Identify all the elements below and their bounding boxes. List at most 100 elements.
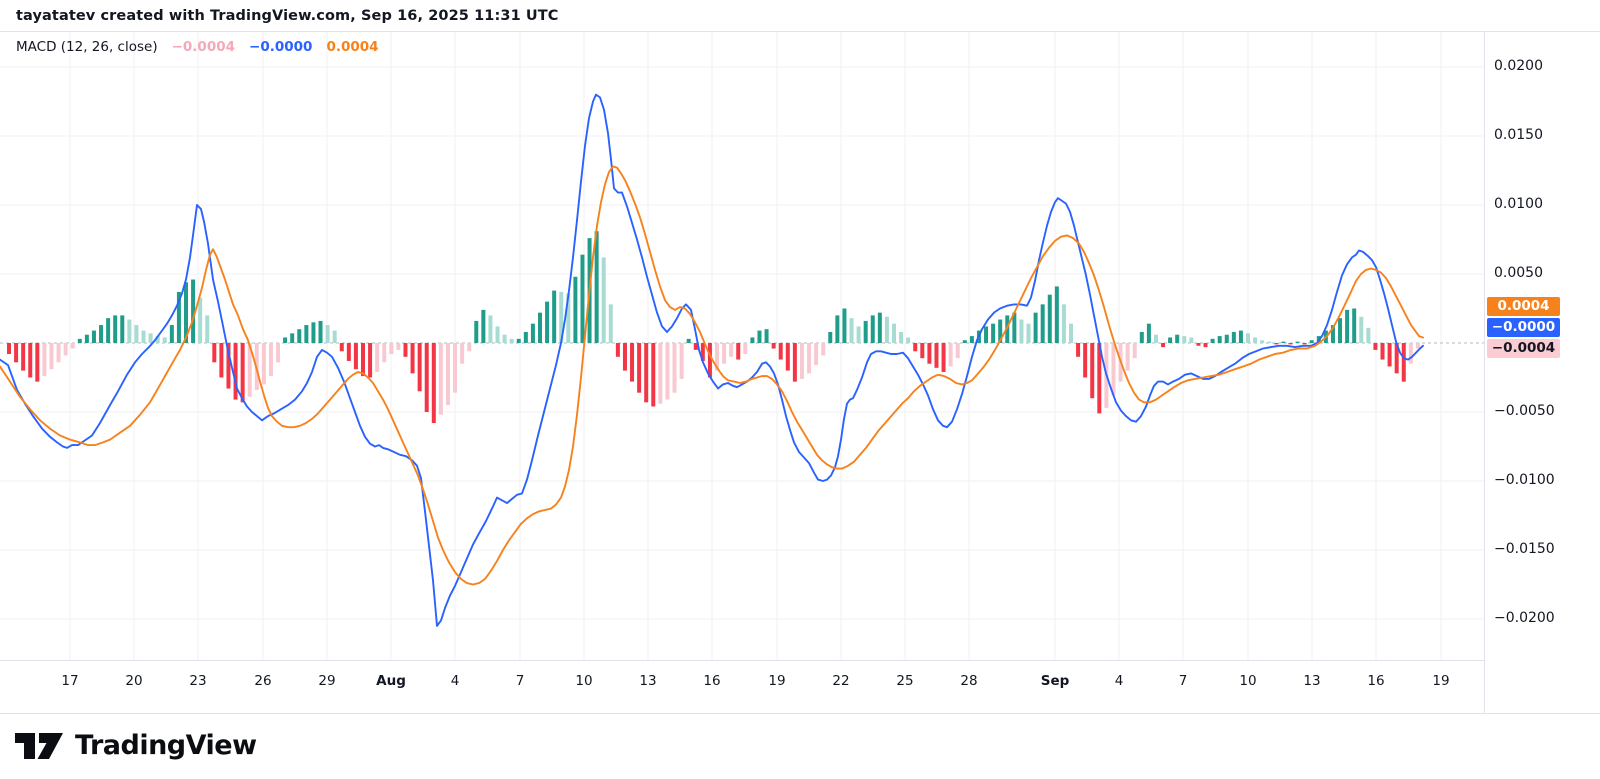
histogram-bar xyxy=(14,343,19,363)
histogram-bar xyxy=(460,343,465,364)
histogram-bar xyxy=(743,343,748,355)
histogram-bar xyxy=(318,320,323,343)
signal-value-badge: 0.0004 xyxy=(1487,296,1560,316)
macd-value-badge: −0.0000 xyxy=(1487,317,1560,337)
histogram-bar xyxy=(1345,309,1350,343)
histogram-bar xyxy=(1387,343,1392,367)
histogram-bar xyxy=(792,343,797,382)
time-axis-label: 7 xyxy=(515,673,525,689)
histogram-bar xyxy=(127,319,132,343)
histogram-bar xyxy=(368,343,373,378)
histogram-bar xyxy=(445,343,450,406)
histogram-bar xyxy=(1168,337,1173,343)
histogram-bar xyxy=(91,330,96,343)
histogram-bar xyxy=(283,337,288,343)
histogram-bar xyxy=(1408,343,1413,364)
histogram-bar xyxy=(169,325,174,343)
histogram-bar xyxy=(1366,327,1371,343)
histogram-bar xyxy=(580,254,585,343)
histogram-bar xyxy=(1097,343,1102,414)
histogram-bar xyxy=(807,343,812,374)
histogram-bar xyxy=(474,320,479,343)
indicator-legend[interactable]: MACD (12, 26, close) −0.0004 −0.0000 0.0… xyxy=(16,39,379,55)
time-axis-label: 29 xyxy=(318,673,336,689)
histogram-bar xyxy=(332,330,337,343)
histogram-bar xyxy=(1090,343,1095,399)
histogram-bar xyxy=(1253,337,1258,343)
histogram-bar xyxy=(467,343,472,352)
histogram-bar xyxy=(106,318,111,343)
time-axis-label: 13 xyxy=(1303,673,1321,689)
time-axis-label: 16 xyxy=(703,673,721,689)
histogram-bar xyxy=(934,343,939,368)
histogram-bar xyxy=(410,343,415,374)
histogram-bar xyxy=(799,343,804,379)
macd-chart[interactable] xyxy=(0,32,1484,660)
histogram-bar xyxy=(821,343,826,356)
time-axis-label: 7 xyxy=(1178,673,1188,689)
time-axis-label: 22 xyxy=(832,673,850,689)
price-axis[interactable]: 0.0200 0.0150 0.0100 0.0050 −0.0050 −0.0100 −0… xyxy=(1484,32,1600,660)
price-axis-label: 0.0100 xyxy=(1494,196,1543,212)
histogram-bar xyxy=(969,336,974,343)
histogram-bar xyxy=(849,318,854,343)
histogram-bar xyxy=(176,291,181,343)
histogram-bar xyxy=(608,304,613,343)
histogram-bar xyxy=(28,343,33,378)
histogram-value: −0.0004 xyxy=(171,39,236,55)
histogram-bar xyxy=(1026,323,1031,343)
histogram-bar xyxy=(637,343,642,393)
histogram-bar xyxy=(552,290,557,343)
histogram-bar xyxy=(346,343,351,361)
histogram-bar xyxy=(870,315,875,343)
histogram-bar xyxy=(1210,338,1215,343)
tradingview-logo-text: TradingView xyxy=(75,729,257,761)
histogram-bar xyxy=(693,343,698,350)
histogram-bar xyxy=(1047,294,1052,343)
attribution-header: tayatatev created with TradingView.com, … xyxy=(16,8,559,24)
histogram-bar xyxy=(962,340,967,343)
histogram-bar xyxy=(644,343,649,403)
histogram-bar xyxy=(481,309,486,343)
histogram-bar xyxy=(1033,312,1038,343)
histogram-bar xyxy=(488,315,493,343)
histogram-bar xyxy=(1203,343,1208,348)
time-axis-label: Aug xyxy=(376,673,406,689)
time-axis-label: 4 xyxy=(1114,673,1124,689)
histogram-bar xyxy=(84,334,89,343)
histogram-bar xyxy=(63,343,68,356)
histogram-bar xyxy=(1132,343,1137,359)
histogram-bar xyxy=(630,343,635,382)
histogram-bar xyxy=(162,337,167,343)
tradingview-logo[interactable]: TradingView xyxy=(14,726,257,764)
histogram-bar xyxy=(70,343,75,349)
histogram-bar xyxy=(1288,343,1293,345)
histogram-bar xyxy=(1189,337,1194,343)
histogram-bar xyxy=(835,315,840,343)
histogram-bar xyxy=(233,343,238,400)
histogram-bar xyxy=(1281,341,1286,343)
time-axis[interactable]: 17 20 23 26 29 Aug 4 7 10 13 16 19 22 25 28 Sep 4 7 10 13 16… xyxy=(0,660,1484,714)
histogram-bar xyxy=(948,343,953,367)
histogram-bar xyxy=(566,293,571,343)
histogram-bar xyxy=(509,338,514,343)
footer-separator xyxy=(0,713,1600,714)
histogram-bar xyxy=(42,343,47,377)
histogram-bar xyxy=(722,343,727,364)
histogram-bar xyxy=(290,333,295,343)
histogram-bar xyxy=(77,338,82,343)
histogram-bar xyxy=(1040,304,1045,343)
histogram-bar xyxy=(424,343,429,412)
histogram-bar xyxy=(665,343,670,400)
histogram-bar xyxy=(396,343,401,350)
header-separator xyxy=(0,31,1600,32)
histogram-bar xyxy=(530,323,535,343)
histogram-bar xyxy=(913,343,918,352)
time-axis-label: 28 xyxy=(960,673,978,689)
histogram-bar xyxy=(212,343,217,363)
macd-line xyxy=(0,93,1424,627)
histogram-bar xyxy=(686,338,691,343)
histogram-bar xyxy=(1295,341,1300,343)
time-axis-label: 19 xyxy=(1432,673,1450,689)
